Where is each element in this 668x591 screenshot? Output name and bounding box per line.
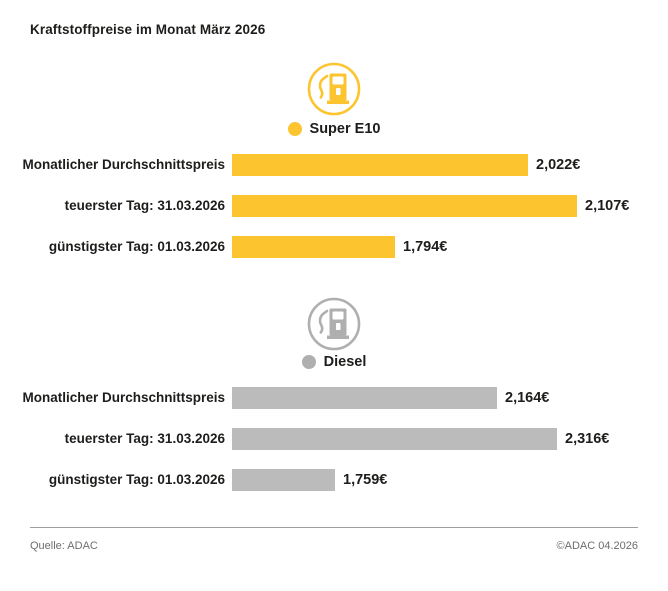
row-label: Monatlicher Durchschnittspreis — [22, 157, 225, 172]
super-e10-dot-icon — [287, 122, 302, 136]
price-value: 2,022€ — [536, 157, 581, 173]
copyright-label: ©ADAC 04.2026 — [556, 540, 639, 552]
price-value: 2,107€ — [585, 198, 630, 214]
bar-row: teuerster Tag: 31.03.2026 2,316€ — [0, 428, 668, 450]
fuel-pump-icon — [307, 297, 361, 351]
footer-divider — [30, 527, 638, 528]
price-value: 2,316€ — [565, 431, 610, 447]
legend-diesel: Diesel — [0, 354, 668, 370]
price-value: 1,794€ — [403, 239, 448, 255]
bar-row: günstigster Tag: 01.03.2026 1,794€ — [0, 236, 668, 258]
price-bar — [232, 387, 497, 409]
price-value: 2,164€ — [505, 390, 550, 406]
row-label: günstigster Tag: 01.03.2026 — [48, 472, 225, 487]
price-bar — [232, 236, 395, 258]
page-title: Kraftstoffpreise im Monat März 2026 — [30, 22, 266, 37]
diesel-dot-icon — [301, 355, 316, 369]
bar-row: günstigster Tag: 01.03.2026 1,759€ — [0, 469, 668, 491]
price-value: 1,759€ — [343, 472, 388, 488]
fuel-pump-icon — [307, 62, 361, 116]
bar-row: Monatlicher Durchschnittspreis 2,022€ — [0, 154, 668, 176]
legend-super-e10: Super E10 — [0, 121, 668, 137]
bar-row: Monatlicher Durchschnittspreis 2,164€ — [0, 387, 668, 409]
bar-row: teuerster Tag: 31.03.2026 2,107€ — [0, 195, 668, 217]
source-label: Quelle: ADAC — [30, 540, 98, 552]
row-label: teuerster Tag: 31.03.2026 — [64, 431, 225, 446]
row-label: günstigster Tag: 01.03.2026 — [48, 239, 225, 254]
price-bar — [232, 469, 335, 491]
price-bar — [232, 195, 577, 217]
legend-label-super-e10: Super E10 — [309, 121, 381, 137]
row-label: teuerster Tag: 31.03.2026 — [64, 198, 225, 213]
price-bar — [232, 428, 557, 450]
row-label: Monatlicher Durchschnittspreis — [22, 390, 225, 405]
bar-group-super-e10: Monatlicher Durchschnittspreis 2,022€ teue… — [0, 154, 668, 277]
bar-group-diesel: Monatlicher Durchschnittspreis 2,164€ teue… — [0, 387, 668, 510]
legend-label-diesel: Diesel — [323, 354, 367, 370]
price-bar — [232, 154, 528, 176]
